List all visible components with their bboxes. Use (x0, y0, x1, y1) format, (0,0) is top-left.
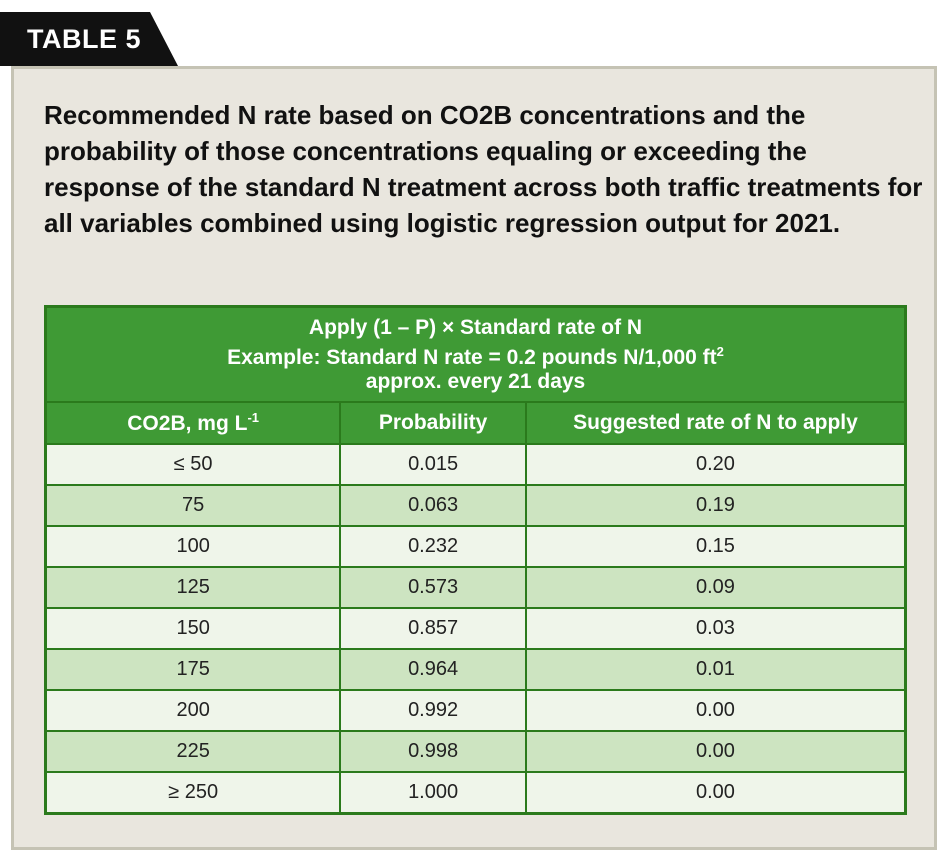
cell-probability: 0.063 (339, 484, 527, 527)
table-row: ≤ 50 0.015 0.20 (44, 443, 907, 486)
cell-rate: 0.00 (524, 689, 907, 732)
table-row: 150 0.857 0.03 (44, 607, 907, 650)
cell-rate: 0.00 (524, 771, 907, 815)
cell-co2b: 175 (44, 648, 342, 691)
cell-probability: 0.964 (339, 648, 527, 691)
cell-rate: 0.15 (524, 525, 907, 568)
header-note-line-2-exponent: 2 (716, 343, 724, 359)
cell-rate: 0.00 (524, 730, 907, 773)
cell-probability: 0.015 (339, 443, 527, 486)
cell-probability: 0.998 (339, 730, 527, 773)
column-header-suggested-rate: Suggested rate of N to apply (524, 401, 907, 445)
column-header-co2b-text: CO2B, mg L (127, 412, 248, 435)
cell-co2b: ≥ 250 (44, 771, 342, 815)
table-header-note: Apply (1 – P) × Standard rate of N Examp… (44, 305, 907, 403)
table-header-note-row: Apply (1 – P) × Standard rate of N Examp… (44, 305, 907, 403)
cell-rate: 0.20 (524, 443, 907, 486)
cell-co2b: 200 (44, 689, 342, 732)
header-note-line-1: Apply (1 – P) × Standard rate of N (308, 315, 643, 339)
cell-co2b: 100 (44, 525, 342, 568)
cell-co2b: 225 (44, 730, 342, 773)
column-header-co2b-exponent: -1 (247, 410, 260, 425)
cell-co2b: ≤ 50 (44, 443, 342, 486)
cell-probability: 0.573 (339, 566, 527, 609)
column-header-co2b: CO2B, mg L-1 (44, 401, 342, 445)
table-row: 175 0.964 0.01 (44, 648, 907, 691)
cell-co2b: 75 (44, 484, 342, 527)
cell-co2b: 125 (44, 566, 342, 609)
table-row: ≥ 250 1.000 0.00 (44, 771, 907, 815)
column-header-probability: Probability (339, 401, 527, 445)
cell-co2b: 150 (44, 607, 342, 650)
header-note-line-2-text: Example: Standard N rate = 0.2 pounds N/… (227, 345, 717, 369)
table-row: 225 0.998 0.00 (44, 730, 907, 773)
header-note-line-2: Example: Standard N rate = 0.2 pounds N/… (47, 340, 904, 370)
column-header-row: CO2B, mg L-1 Probability Suggested rate … (44, 401, 907, 445)
cell-probability: 0.232 (339, 525, 527, 568)
table-row: 100 0.232 0.15 (44, 525, 907, 568)
cell-rate: 0.09 (524, 566, 907, 609)
cell-probability: 0.857 (339, 607, 527, 650)
table-panel: Recommended N rate based on CO2B concent… (11, 66, 937, 850)
n-rate-table: Apply (1 – P) × Standard rate of N Examp… (44, 305, 907, 815)
table-caption: Recommended N rate based on CO2B concent… (44, 100, 923, 238)
cell-rate: 0.01 (524, 648, 907, 691)
cell-rate: 0.03 (524, 607, 907, 650)
cell-probability: 0.992 (339, 689, 527, 732)
table-row: 125 0.573 0.09 (44, 566, 907, 609)
table-number-label: TABLE 5 (0, 12, 178, 66)
table-row: 200 0.992 0.00 (44, 689, 907, 732)
cell-rate: 0.19 (524, 484, 907, 527)
cell-probability: 1.000 (339, 771, 527, 815)
table-row: 75 0.063 0.19 (44, 484, 907, 527)
header-note-line-3: approx. every 21 days (365, 369, 586, 393)
